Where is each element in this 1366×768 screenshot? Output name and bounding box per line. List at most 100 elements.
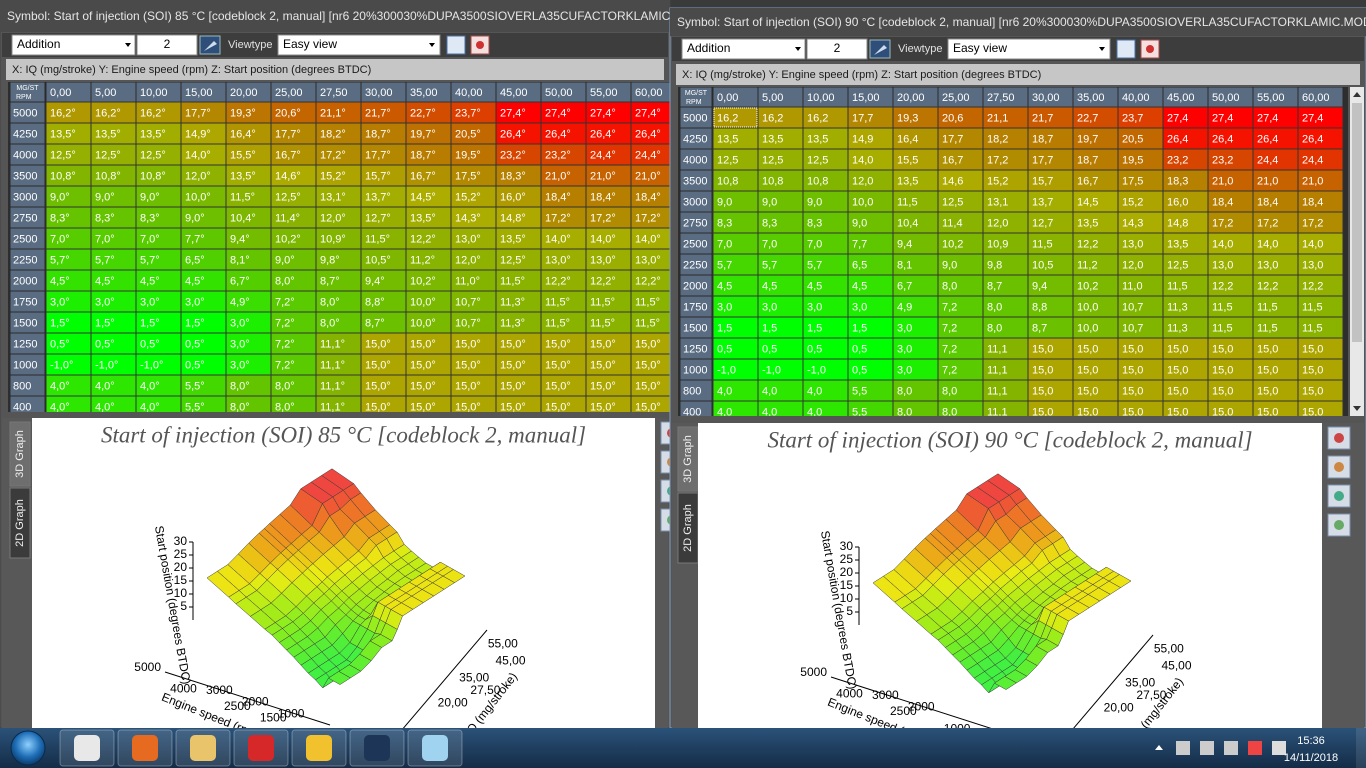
map-cell[interactable] xyxy=(1297,400,1344,422)
map-cell-value: 13,0 xyxy=(1257,259,1278,271)
corner-label: MG/ST xyxy=(16,85,39,92)
map-cell-value: 12,2 xyxy=(1212,280,1233,292)
tray-icon[interactable] xyxy=(1248,741,1262,755)
column-header-label: 30,00 xyxy=(1032,92,1060,104)
column-header-label: 55,00 xyxy=(1257,92,1285,104)
y-tick-label: 4000 xyxy=(836,687,863,701)
surface-patch xyxy=(327,671,351,685)
map-cell-value: 11,5 xyxy=(1302,322,1323,334)
map-cell-value: 0,5 xyxy=(717,343,732,355)
row-header-label: 3000 xyxy=(13,191,37,203)
map-cell-value: 3,0° xyxy=(230,317,250,329)
map-cell-value: 14,6° xyxy=(275,170,301,182)
map-cell-value: 19,7 xyxy=(1077,133,1098,145)
graph-tab[interactable] xyxy=(9,487,31,559)
map-cell-value: 12,2 xyxy=(1257,280,1278,292)
map-cell-value: 15,0° xyxy=(410,359,436,371)
map-cell-value: 8,3 xyxy=(762,217,777,229)
map-cell-value: 11,1 xyxy=(987,343,1008,355)
row-header-label: 2500 xyxy=(683,238,707,250)
graph-3d: Start of injection (SOI) 85 °C [codebloc… xyxy=(101,422,586,728)
column-header-label: 35,00 xyxy=(410,87,438,99)
map-cell-value: 17,7 xyxy=(942,133,963,145)
map-cell-value: -1,0 xyxy=(762,364,781,376)
app-icon xyxy=(74,735,100,761)
row-header-label: 800 xyxy=(13,380,31,392)
map-cell-value: 9,4° xyxy=(365,275,385,287)
z-tick-label: 15 xyxy=(174,573,188,587)
map-cell-value: 10,8° xyxy=(95,170,121,182)
map-cell-value: 14,3 xyxy=(1122,217,1143,229)
map-cell-value: 24,4° xyxy=(635,149,661,161)
map-cell-value: 7,2° xyxy=(275,359,295,371)
map-cell-value: 11,2 xyxy=(1077,259,1098,271)
viewtype-dropdown[interactable] xyxy=(277,34,441,56)
value-input[interactable] xyxy=(806,38,868,60)
operation-dropdown[interactable] xyxy=(11,34,136,56)
tray-icon[interactable] xyxy=(1200,741,1214,755)
map-cell[interactable] xyxy=(630,395,676,417)
column-header-label: 25,00 xyxy=(942,92,970,104)
copy-button[interactable] xyxy=(446,35,466,55)
value-text: 2 xyxy=(834,41,841,55)
map-cell-value: 10,7° xyxy=(455,317,481,329)
show-desktop[interactable] xyxy=(1356,728,1366,768)
map-cell-value: 3,0° xyxy=(185,296,205,308)
tray-icon[interactable] xyxy=(1272,741,1286,755)
z-tick-label: 25 xyxy=(174,547,188,561)
selected-cell xyxy=(713,107,758,128)
map-cell-value: 7,0 xyxy=(762,238,777,250)
map-cell-value: 17,7° xyxy=(275,128,301,140)
map-cell-value: 16,2 xyxy=(807,112,828,124)
start-button[interactable] xyxy=(10,730,46,766)
map-cell-value: 10,9° xyxy=(320,233,346,245)
axes-description: X: IQ (mg/stroke) Y: Engine speed (rpm) … xyxy=(12,64,371,76)
map-cell-value: 15,0° xyxy=(455,359,481,371)
operation-dropdown[interactable] xyxy=(681,38,806,60)
tray-icon[interactable] xyxy=(1224,741,1238,755)
column-header-label: 27,50 xyxy=(987,92,1015,104)
graph-tab-label: 3D Graph xyxy=(682,435,694,483)
value-input[interactable] xyxy=(136,34,198,56)
map-cell-value: 12,5° xyxy=(500,254,526,266)
graph-tab[interactable] xyxy=(9,421,31,487)
map-cell-value: -1,0° xyxy=(95,359,118,371)
map-cell-value: 13,5 xyxy=(897,175,918,187)
map-cell-value: 17,2° xyxy=(590,212,616,224)
viewtype-label: Viewtype xyxy=(898,43,942,55)
map-cell-value: 20,6 xyxy=(942,112,963,124)
copy-button[interactable] xyxy=(1116,39,1136,59)
map-cell-value: 18,7° xyxy=(410,149,436,161)
z-tick-label: 20 xyxy=(174,560,188,574)
tray-icon[interactable] xyxy=(1176,741,1190,755)
map-cell-value: 9,0° xyxy=(50,191,70,203)
map-cell-value: 10,2° xyxy=(410,275,436,287)
map-cell-value: 9,0 xyxy=(807,196,822,208)
z-tick-label: 30 xyxy=(174,534,188,548)
operation-value: Addition xyxy=(17,37,60,51)
row-header-label: 2750 xyxy=(13,212,37,224)
map-cell-value: 9,4 xyxy=(1032,280,1047,292)
map-cell-value: 14,0° xyxy=(185,149,211,161)
app-icon xyxy=(306,735,332,761)
map-cell-value: 15,0° xyxy=(590,338,616,350)
map-cell-value: 12,2 xyxy=(1302,280,1323,292)
map-cell-value: 0,5° xyxy=(185,359,205,371)
map-cell-value: 15,2 xyxy=(987,175,1008,187)
row-header-label: 2250 xyxy=(13,254,37,266)
scroll-thumb[interactable] xyxy=(1352,103,1362,342)
map-cell-value: 7,0 xyxy=(807,238,822,250)
map-cell-value: 15,0 xyxy=(1122,385,1143,397)
map-cell-value: 4,9 xyxy=(897,301,912,313)
map-cell-value: 8,0° xyxy=(320,317,340,329)
map-cell-value: 5,7° xyxy=(50,254,70,266)
map-cell-value: 13,5 xyxy=(762,133,783,145)
map-cell-value: 7,0° xyxy=(140,233,160,245)
map-cell-value: 13,5° xyxy=(95,128,121,140)
viewtype-dropdown[interactable] xyxy=(947,38,1111,60)
map-cell-value: 8,7 xyxy=(987,280,1002,292)
map-cell-value: 16,2° xyxy=(50,107,76,119)
map-cell-value: 11,5 xyxy=(1257,322,1278,334)
map-cell-value: 15,0 xyxy=(1212,364,1233,376)
window-title: Symbol: Start of injection (SOI) 90 °C [… xyxy=(677,15,1366,29)
